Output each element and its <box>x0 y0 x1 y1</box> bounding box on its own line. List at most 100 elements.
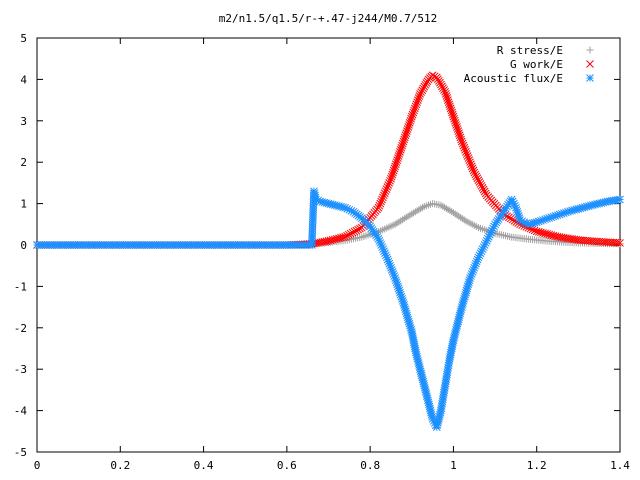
data-point <box>387 174 395 183</box>
data-point <box>448 208 456 216</box>
data-point <box>440 86 448 94</box>
data-point <box>411 102 420 111</box>
x-tick-label: 0.6 <box>277 459 297 472</box>
data-point <box>419 84 428 93</box>
data-point <box>414 94 423 102</box>
data-point <box>464 154 473 162</box>
data-point <box>406 116 415 125</box>
data-point <box>428 71 437 80</box>
legend-label: G work/E <box>510 58 563 71</box>
data-point <box>417 205 425 213</box>
data-point <box>444 96 452 104</box>
data-point <box>478 183 487 192</box>
axis-ticks: 0 0.2 0.4 0.6 0.8 1 1.2 1.4 5 4 3 2 1 0 -1 -2 -3 -4 -5 <box>14 32 631 472</box>
data-point <box>352 226 361 235</box>
legend-item: G work/E <box>510 58 594 71</box>
data-point <box>451 119 460 127</box>
data-point <box>409 108 418 117</box>
data-point <box>420 82 429 91</box>
data-point <box>400 135 409 144</box>
y-tick-label: 2 <box>20 156 27 169</box>
data-point <box>411 208 419 216</box>
data-point <box>616 195 624 204</box>
data-point <box>444 98 453 107</box>
data-point <box>446 104 455 113</box>
legend-marker <box>586 60 594 68</box>
data-point <box>432 73 441 82</box>
data-point <box>442 92 451 100</box>
data-point <box>422 79 431 87</box>
data-point <box>449 112 458 121</box>
data-point <box>441 90 450 98</box>
data-point <box>391 162 399 171</box>
data-point <box>442 204 450 212</box>
data-point <box>405 121 413 129</box>
data-point <box>457 135 465 144</box>
data-point <box>390 164 399 173</box>
data-point <box>398 141 406 150</box>
data-point <box>381 187 390 196</box>
data-point <box>448 108 456 117</box>
data-point <box>467 160 475 169</box>
data-point <box>388 170 397 179</box>
data-point <box>453 123 461 131</box>
data-point <box>613 238 622 247</box>
data-point <box>476 180 485 188</box>
data-point <box>473 174 482 183</box>
data-point <box>453 125 462 133</box>
data-point <box>447 106 456 115</box>
x-tick-label: 1 <box>450 459 457 472</box>
data-point <box>396 145 405 154</box>
data-point <box>400 133 409 142</box>
data-point <box>446 102 454 111</box>
data-point <box>354 225 362 234</box>
data-point <box>462 150 471 158</box>
data-point <box>415 92 424 100</box>
data-point <box>455 212 463 220</box>
data-point <box>451 210 459 218</box>
data-point <box>394 152 403 160</box>
data-point <box>460 143 469 152</box>
data-point <box>383 183 392 191</box>
data-point <box>470 168 479 177</box>
data-point <box>404 123 413 131</box>
data-point <box>481 189 490 198</box>
data-point <box>463 152 472 160</box>
data-point <box>458 139 467 148</box>
y-tick-label: -4 <box>14 405 28 418</box>
data-point <box>460 216 468 224</box>
y-tick-label: -2 <box>14 322 27 335</box>
data-point <box>415 206 423 214</box>
x-tick-label: 0.4 <box>194 459 214 472</box>
data-point <box>417 88 426 96</box>
data-point <box>393 156 402 164</box>
data-point <box>392 158 401 167</box>
data-point <box>445 100 454 109</box>
data-point <box>446 207 454 215</box>
chart-title: m2/n1.5/q1.5/r-+.47-j244/M0.7/512 <box>219 12 438 25</box>
data-point <box>379 191 388 200</box>
data-point <box>480 187 489 196</box>
data-point <box>405 119 414 127</box>
data-point <box>441 203 449 211</box>
data-point <box>412 100 421 109</box>
data-point <box>396 147 404 156</box>
series-layer <box>33 71 624 432</box>
data-point <box>343 231 351 240</box>
data-point <box>439 202 447 210</box>
data-point <box>456 133 465 142</box>
y-tick-label: -1 <box>14 280 27 293</box>
data-point <box>378 195 386 204</box>
data-point <box>438 82 446 91</box>
data-point <box>475 178 484 186</box>
data-point <box>448 110 457 119</box>
data-point <box>389 168 397 177</box>
data-point <box>457 137 466 146</box>
x-tick-label: 0.2 <box>110 459 130 472</box>
data-point <box>474 176 483 184</box>
y-tick-label: 3 <box>20 115 27 128</box>
data-point <box>399 137 408 146</box>
data-point <box>395 150 404 158</box>
